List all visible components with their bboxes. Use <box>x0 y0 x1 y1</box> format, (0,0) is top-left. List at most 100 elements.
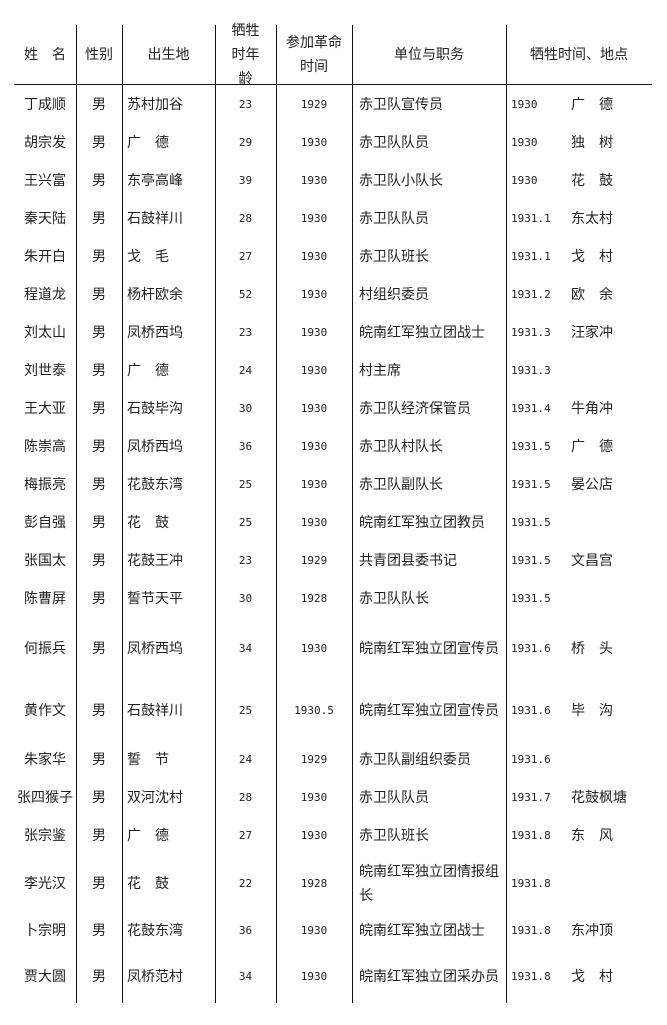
death-date: 1931.6 <box>511 703 551 717</box>
header-age: 牺牲时年龄 <box>231 22 260 87</box>
death-date: 1931.5 <box>511 478 551 491</box>
death-date: 1931.3 <box>511 364 551 377</box>
header-birthplace: 出生地 <box>147 46 190 63</box>
unit-cell: 赤卫队班长 <box>359 828 429 844</box>
name-cell: 刘太山 <box>24 325 66 341</box>
sex-cell: 男 <box>92 249 106 265</box>
table-row: 陈曹屏 男 誓节天平 30 1928 赤卫队队长 1931.5 <box>14 580 652 618</box>
name-cell: 程道龙 <box>24 287 66 303</box>
age-cell: 30 <box>238 402 253 415</box>
table-row: 王大亚 男 石鼓毕沟 30 1930 赤卫队经济保管员 1931.4 牛角冲 <box>14 390 652 428</box>
table-row: 秦天陆 男 石鼓祥川 28 1930 赤卫队队员 1931.1 东太村 <box>14 200 652 238</box>
death-cell: 1931.6 <box>506 741 652 779</box>
birthplace-cell: 戈 毛 <box>127 249 169 265</box>
death-place: 东 风 <box>571 828 613 844</box>
joined-cell: 1929 <box>300 98 328 111</box>
sex-cell: 男 <box>92 325 106 341</box>
table-row: 胡宗发 男 广 德 29 1930 赤卫队队员 1930 独 树 <box>14 124 652 162</box>
unit-cell: 皖南红军独立团宣传员 <box>359 641 499 657</box>
age-cell: 23 <box>238 98 253 111</box>
sex-cell: 男 <box>92 875 106 892</box>
name-cell: 何振兵 <box>24 641 66 657</box>
death-cell: 1931.5 广 德 <box>506 428 652 466</box>
sex-cell: 男 <box>92 477 106 493</box>
death-date: 1930 <box>511 98 538 111</box>
death-place: 独 树 <box>571 135 613 151</box>
name-cell: 李光汉 <box>24 875 66 892</box>
table-row: 李光汉 男 花 鼓 22 1928 皖南红军独立团情报组长 1931.8 <box>14 855 652 912</box>
death-place: 文昌宫 <box>571 553 613 569</box>
death-place: 花 鼓 <box>571 173 613 189</box>
unit-cell: 赤卫队副组织委员 <box>359 752 471 768</box>
sex-cell: 男 <box>92 439 106 455</box>
name-cell: 秦天陆 <box>24 211 66 227</box>
death-place: 桥 头 <box>571 641 613 657</box>
age-cell: 30 <box>238 592 253 605</box>
unit-cell: 皖南红军独立团战士 <box>359 923 485 939</box>
table-row: 刘太山 男 凤桥西坞 23 1930 皖南红军独立团战士 1931.3 汪家冲 <box>14 314 652 352</box>
birthplace-cell: 凤桥西坞 <box>127 325 183 341</box>
joined-cell: 1930 <box>300 402 328 415</box>
name-cell: 陈曹屏 <box>24 591 66 607</box>
column-divider <box>276 25 277 1003</box>
name-cell: 朱开白 <box>24 249 66 265</box>
age-cell: 34 <box>238 642 253 655</box>
name-cell: 朱家华 <box>24 752 66 768</box>
age-cell: 36 <box>238 440 253 453</box>
birthplace-cell: 石鼓毕沟 <box>127 401 183 417</box>
death-date: 1931.5 <box>511 440 551 453</box>
sex-cell: 男 <box>92 287 106 303</box>
joined-cell: 1929 <box>300 753 328 766</box>
name-cell: 丁成顺 <box>24 97 66 113</box>
table-header: 姓 名 性别 出生地 牺牲时年龄 参加革命时间 单位与职务 牺牲时间、地点 <box>14 22 652 87</box>
joined-cell: 1930 <box>300 791 328 804</box>
unit-cell: 皖南红军独立团教员 <box>359 515 485 531</box>
sex-cell: 男 <box>92 553 106 569</box>
name-cell: 张国太 <box>24 553 66 569</box>
age-cell: 52 <box>238 288 253 301</box>
age-cell: 28 <box>238 212 253 225</box>
death-place: 东冲顶 <box>571 923 613 939</box>
unit-cell: 赤卫队班长 <box>359 249 429 265</box>
birthplace-cell: 花 鼓 <box>127 515 169 531</box>
death-place: 广 德 <box>571 439 613 455</box>
table-row: 刘世泰 男 广 德 24 1930 村主席 1931.3 <box>14 352 652 390</box>
header-sex: 性别 <box>85 46 113 63</box>
death-cell: 1931.5 <box>506 504 652 542</box>
death-date: 1931.3 <box>511 326 551 339</box>
birthplace-cell: 花鼓王冲 <box>127 553 183 569</box>
joined-cell: 1930 <box>300 288 328 301</box>
age-cell: 22 <box>238 876 253 890</box>
table-row: 彭自强 男 花 鼓 25 1930 皖南红军独立团教员 1931.5 <box>14 504 652 542</box>
death-place: 欧 余 <box>571 287 613 303</box>
sex-cell: 男 <box>92 173 106 189</box>
joined-cell: 1930 <box>300 174 328 187</box>
death-cell: 1931.8 东 风 <box>506 817 652 855</box>
age-cell: 24 <box>238 753 253 766</box>
table-row: 何振兵 男 凤桥西坞 34 1930 皖南红军独立团宣传员 1931.6 桥 头 <box>14 618 652 680</box>
joined-cell: 1930.5 <box>294 703 334 717</box>
name-cell: 胡宗发 <box>24 135 66 151</box>
death-date: 1930 <box>511 174 538 187</box>
joined-cell: 1930 <box>300 642 328 655</box>
unit-cell: 赤卫队小队长 <box>359 173 443 189</box>
sex-cell: 男 <box>92 828 106 844</box>
sex-cell: 男 <box>92 591 106 607</box>
header-joined: 参加革命时间 <box>286 34 342 75</box>
table-row: 王兴富 男 东亭高峰 39 1930 赤卫队小队长 1930 花 鼓 <box>14 162 652 200</box>
age-cell: 25 <box>238 478 253 491</box>
death-cell: 1931.5 <box>506 580 652 618</box>
joined-cell: 1930 <box>300 924 328 937</box>
death-place: 毕 沟 <box>571 702 613 719</box>
joined-cell: 1928 <box>300 592 328 605</box>
death-cell: 1931.2 欧 余 <box>506 276 652 314</box>
sex-cell: 男 <box>92 401 106 417</box>
unit-cell: 赤卫队宣传员 <box>359 97 443 113</box>
name-cell: 张四猴子 <box>17 790 73 806</box>
name-cell: 黄作文 <box>24 702 66 719</box>
unit-cell: 皖南红军独立团战士 <box>359 325 485 341</box>
unit-cell: 皖南红军独立团宣传员 <box>359 702 499 719</box>
sex-cell: 男 <box>92 97 106 113</box>
death-place: 广 德 <box>571 97 613 113</box>
birthplace-cell: 石鼓祥川 <box>127 211 183 227</box>
